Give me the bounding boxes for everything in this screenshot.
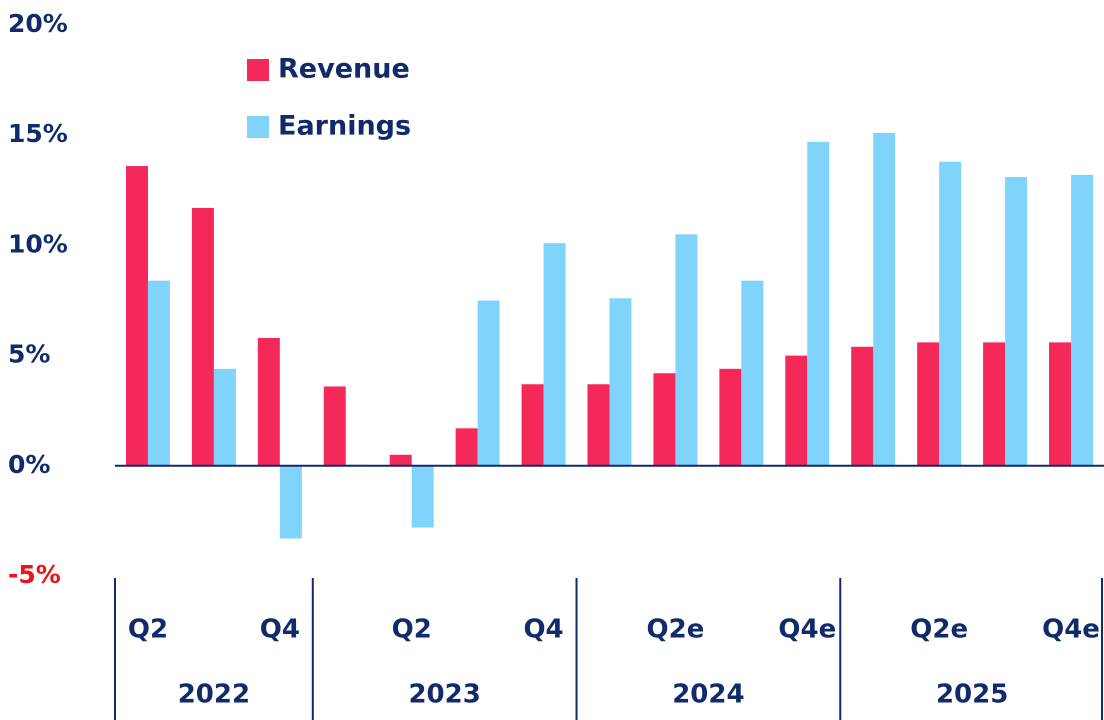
y-tick-label: 5% [8,340,50,369]
bar [939,161,962,466]
bar [411,465,434,528]
x-tick-label: Q4 [523,615,563,645]
bar [917,342,940,466]
bar [543,243,566,466]
bar [1071,174,1094,466]
bar [279,465,302,539]
bar [609,298,632,466]
bar [1049,342,1072,466]
y-tick-label: 0% [8,450,50,479]
y-tick-label: 10% [8,229,68,258]
bar [389,454,412,466]
x-tick-label: Q2e [910,615,968,645]
bar [477,300,500,466]
bar [147,280,170,466]
y-tick-label: 20% [8,9,68,38]
legend-swatch [247,59,269,81]
group-label: 2025 [936,680,1008,710]
bar [785,355,808,466]
legend-label: Earnings [278,111,411,142]
bar [983,342,1006,466]
x-tick-label: Q4e [1042,615,1100,645]
y-tick-label: 15% [8,119,68,148]
legend-label: Revenue [278,54,410,85]
group-label: 2023 [408,680,480,710]
x-tick-label: Q4e [778,615,836,645]
group-label: 2022 [178,680,250,710]
bar [587,384,610,466]
y-tick-label: -5% [8,560,61,589]
x-tick-label: Q4 [260,615,300,645]
bar [455,428,478,466]
x-tick-label: Q2e [647,615,705,645]
bar [521,384,544,466]
bar [1005,177,1028,466]
bar [213,368,236,466]
bar [125,166,148,466]
bar [873,132,896,466]
bar [653,373,676,466]
x-tick-label: Q2 [392,615,432,645]
bar [741,280,764,466]
bar [675,234,698,466]
x-tick-label: Q2 [128,615,168,645]
bar [851,346,874,466]
bar [719,368,742,466]
legend-swatch [247,116,269,138]
bar [191,207,214,466]
group-label: 2024 [672,680,744,710]
bar [807,141,830,466]
bar [323,386,346,466]
bar [257,337,280,466]
